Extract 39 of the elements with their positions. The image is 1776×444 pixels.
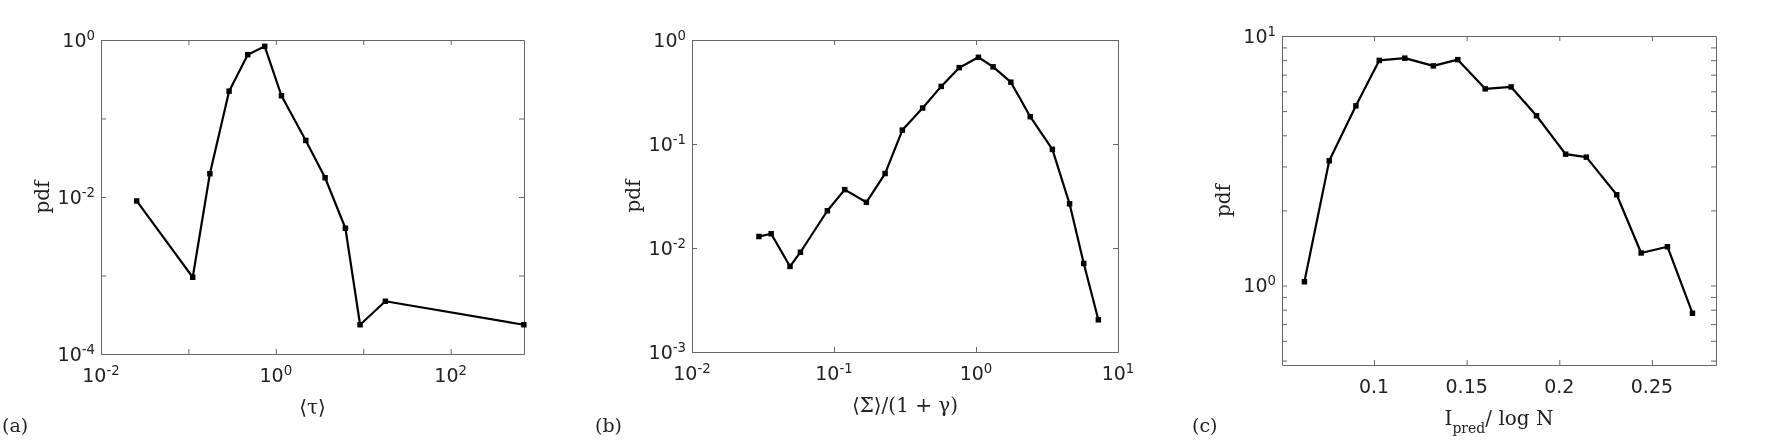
x-tick-label: 10$^{0}$: [259, 362, 293, 386]
point: [1326, 158, 1332, 164]
x-tick-label: 0.25: [1630, 375, 1674, 397]
x-tick-label: 10$^{-2}$: [82, 362, 120, 386]
x-tick-label: 10$^{-1}$: [815, 360, 853, 384]
y-tick-label: 10$^{-4}$: [57, 341, 95, 365]
y-axis-title: pdf: [621, 177, 645, 213]
point: [1455, 56, 1461, 63]
point: [1430, 63, 1437, 69]
x-tick-label: 0.1: [1358, 375, 1390, 397]
x-axis-title: ⟨Σ̇⟩/(1 + γ): [851, 393, 959, 417]
text: (c): [1192, 414, 1218, 436]
x-axis-title: ⟨τ⟩: [299, 395, 326, 419]
point: [1613, 192, 1620, 198]
point: [1353, 103, 1359, 109]
x-axis-title: I$_{pred}$/ log N: [1444, 406, 1554, 436]
y-tick-label: 10$^{-3}$: [648, 339, 686, 363]
x-tick-label: 10$^{-2}$: [673, 360, 711, 384]
point: [1583, 154, 1590, 160]
text: (b): [595, 414, 622, 436]
point: [1508, 84, 1514, 90]
text: (a): [2, 414, 29, 436]
point: [1562, 151, 1569, 157]
x-tick-label: 10$^{0}$: [959, 360, 993, 384]
y-tick-label: 10$^{0}$: [62, 27, 95, 51]
x-tick-label: 0.15: [1445, 375, 1488, 397]
x-tick-label: 10$^{2}$: [434, 362, 467, 386]
point: [1402, 55, 1408, 61]
y-tick-label: 10$^{-2}$: [648, 235, 686, 259]
point: [1482, 86, 1488, 92]
y-tick-label: 10$^{-1}$: [648, 131, 686, 155]
y-axis-title: pdf: [1211, 182, 1235, 218]
point: [1638, 250, 1644, 256]
x-tick-label: 0.2: [1544, 375, 1575, 397]
y-tick-label: 10$^{0}$: [653, 27, 686, 51]
y-axis-title: pdf: [30, 178, 54, 214]
point: [1689, 310, 1696, 316]
y-tick-label: 10$^{-2}$: [57, 184, 95, 208]
x-tick-label: 10$^{1}$: [1101, 360, 1135, 384]
